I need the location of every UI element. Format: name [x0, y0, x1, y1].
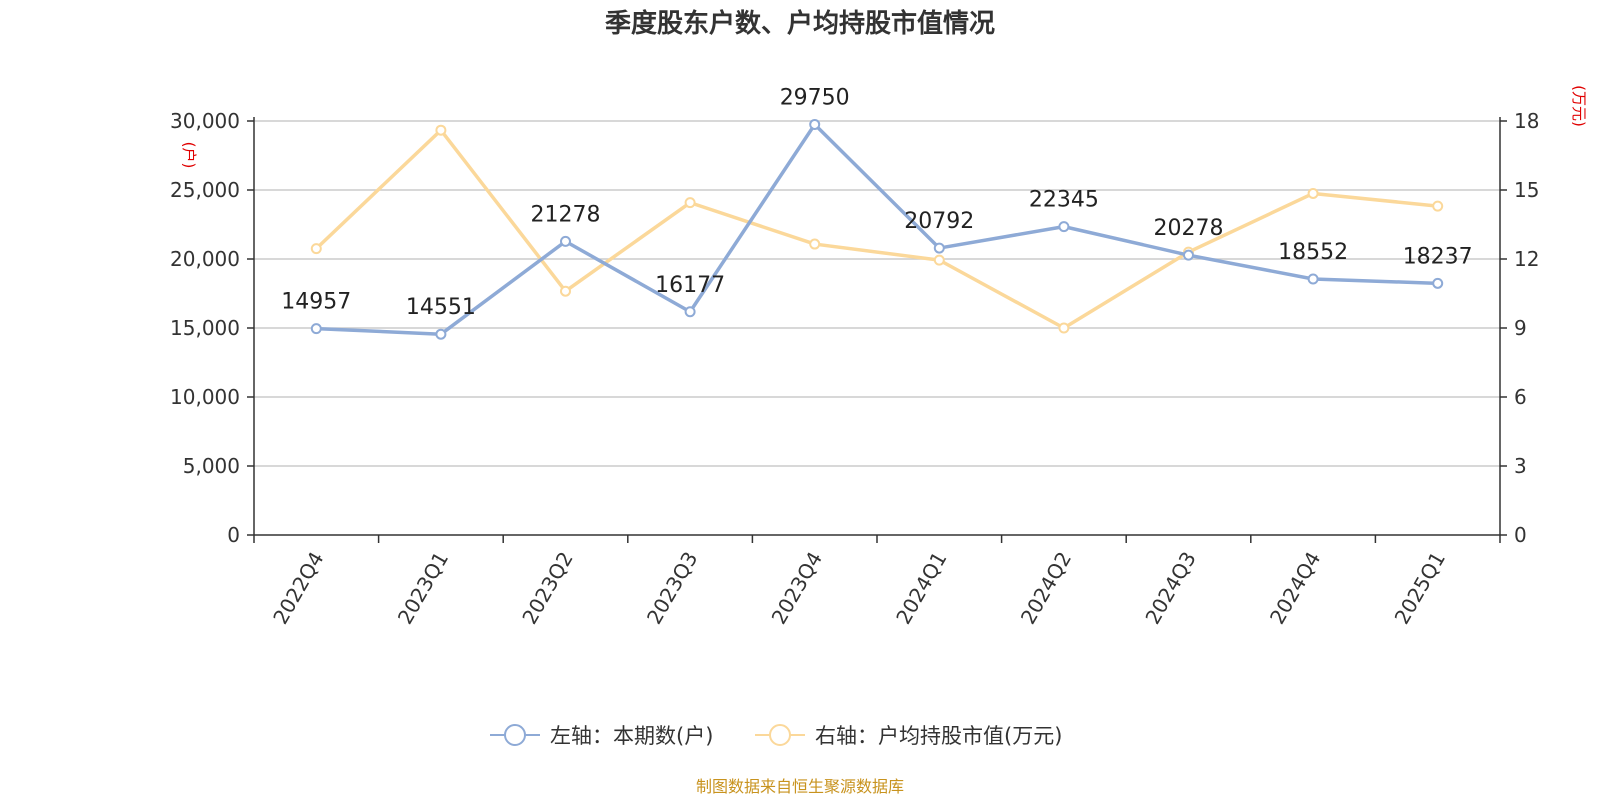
legend-marker [769, 724, 791, 746]
source-note: 制图数据来自恒生聚源数据库 [696, 777, 904, 796]
legend-marker [504, 724, 526, 746]
data-label: 14551 [406, 295, 476, 320]
right-tick-label: 18 [1514, 109, 1539, 133]
data-label: 20792 [904, 209, 974, 234]
left-tick-label: 20,000 [170, 247, 240, 271]
left-tick-label: 5,000 [183, 454, 240, 478]
data-point-left [933, 242, 945, 254]
right-tick-label: 9 [1514, 316, 1527, 340]
data-point-right [1307, 187, 1319, 199]
right-tick-label: 6 [1514, 385, 1527, 409]
data-point-left [435, 328, 447, 340]
right-axis-unit: (万元) [1570, 85, 1588, 127]
data-point-left [310, 323, 322, 335]
x-tick-label: 2023Q3 [642, 548, 702, 629]
data-point-right [809, 238, 821, 250]
grid-lines [254, 120, 1500, 467]
data-point-left [809, 118, 821, 130]
data-point-left [1058, 221, 1070, 233]
right-tick-label: 3 [1514, 454, 1527, 478]
left-tick-label: 0 [227, 523, 240, 547]
right-tick-label: 15 [1514, 178, 1539, 202]
series-line-left [316, 122, 1438, 336]
left-axis-unit: (户) [180, 142, 198, 169]
data-point-left [1307, 273, 1319, 285]
data-label: 20278 [1154, 216, 1224, 241]
series-lines [310, 118, 1444, 340]
x-tick-label: 2024Q1 [891, 548, 951, 629]
legend-label: 右轴：户均持股市值(万元) [815, 724, 1062, 748]
data-point-right [684, 197, 696, 209]
x-tick-label: 2022Q4 [268, 548, 328, 629]
data-point-left [684, 306, 696, 318]
data-label: 22345 [1029, 188, 1099, 213]
chart-title: 季度股东户数、户均持股市值情况 [605, 8, 995, 39]
x-tick-label: 2024Q2 [1016, 548, 1076, 629]
x-tick-label: 2025Q1 [1390, 548, 1450, 629]
legend-label: 左轴：本期数(户) [550, 724, 713, 748]
data-point-right [310, 243, 322, 255]
x-tick-label: 2024Q3 [1140, 548, 1200, 629]
data-point-right [435, 124, 447, 136]
x-tick-label: 2023Q2 [517, 548, 577, 629]
series-line-right [315, 128, 1438, 330]
data-label: 29750 [780, 85, 850, 110]
x-tick-label: 2024Q4 [1265, 548, 1325, 629]
right-tick-label: 0 [1514, 523, 1527, 547]
data-labels: 14957 14551 21278 16177 29750 20792 22345 20278… [281, 85, 1472, 320]
data-point-right [1058, 322, 1070, 334]
data-label: 18237 [1403, 244, 1473, 269]
data-point-right [560, 285, 571, 297]
data-label: 18552 [1278, 240, 1348, 265]
left-tick-label: 10,000 [170, 385, 240, 409]
left-tick-label: 15,000 [170, 316, 240, 340]
data-point-left [1183, 249, 1194, 261]
data-point-right [1432, 200, 1444, 212]
data-point-right [933, 254, 945, 266]
x-tick-label: 2023Q1 [393, 548, 453, 629]
left-tick-label: 30,000 [170, 109, 240, 133]
data-label: 14957 [281, 290, 351, 315]
data-point-left [1432, 277, 1444, 289]
legend[interactable]: 左轴：本期数(户) 右轴：户均持股市值(万元) [490, 724, 1062, 748]
x-tick-label: 2023Q4 [767, 548, 827, 629]
data-label: 16177 [655, 273, 725, 298]
data-label: 21278 [531, 202, 601, 227]
right-tick-label: 12 [1514, 247, 1539, 271]
data-point-left [560, 235, 571, 247]
left-tick-label: 25,000 [170, 178, 240, 202]
axes: 0 0 5,000 3 10,000 6 15,000 9 20,000 12 25,000 15 30… [170, 85, 1588, 628]
